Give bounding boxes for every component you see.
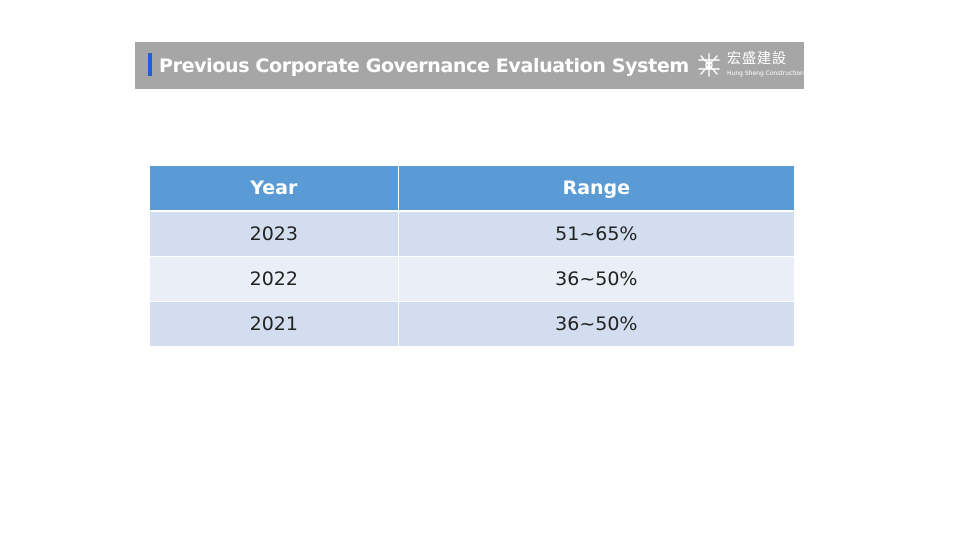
column-header-year: Year (150, 166, 399, 212)
cell-year: 2021 (150, 301, 399, 347)
table-header-row: Year Range (150, 166, 794, 212)
company-logo-icon (698, 53, 720, 77)
evaluation-range-table: Year Range 2023 51~65% 2022 36~50% 2021 … (150, 166, 794, 347)
column-header-range: Range (398, 166, 794, 212)
cell-year: 2022 (150, 256, 399, 302)
header-bar (135, 42, 804, 89)
title-accent-bar (148, 53, 152, 76)
logo-name-chinese: 宏盛建設 (727, 51, 787, 67)
page-title: Previous Corporate Governance Evaluation… (159, 55, 689, 77)
cell-range: 36~50% (398, 301, 794, 347)
logo-name-english: Hung Sheng Construction (727, 70, 804, 77)
table-row: 2023 51~65% (150, 211, 794, 257)
cell-range: 36~50% (398, 256, 794, 302)
table-row: 2022 36~50% (150, 256, 794, 302)
cell-year: 2023 (150, 211, 399, 257)
company-logo: 宏盛建設 Hung Sheng Construction (696, 51, 804, 81)
table-row: 2021 36~50% (150, 301, 794, 347)
cell-range: 51~65% (398, 211, 794, 257)
